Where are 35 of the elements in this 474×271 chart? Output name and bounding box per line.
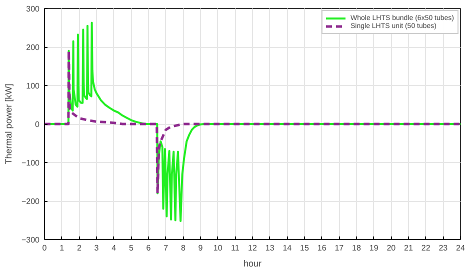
y-tick-label: −100 <box>21 158 40 168</box>
y-axis-title: Thermal power [kW] <box>3 84 14 164</box>
y-tick-label: −300 <box>21 236 40 244</box>
x-tick-label: 22 <box>421 244 431 252</box>
x-axis-title: hour <box>243 258 262 268</box>
x-tick-label: 13 <box>265 244 275 252</box>
y-tick-label: −200 <box>21 197 40 206</box>
x-tick-label: 15 <box>300 244 310 252</box>
x-tick-label: 0 <box>42 244 48 252</box>
x-tick-label: 18 <box>352 244 362 252</box>
x-tick-label: 2 <box>76 244 82 252</box>
x-tick-label: 4 <box>112 244 117 252</box>
x-tick-label: 19 <box>369 244 379 252</box>
y-tick-label: 0 <box>35 120 40 129</box>
line-series <box>44 50 460 195</box>
x-tick-label: 9 <box>198 244 204 252</box>
x-tick-label: 20 <box>386 244 396 252</box>
y-tick-label: 300 <box>26 4 40 14</box>
x-tick-label: 8 <box>180 244 186 252</box>
x-tick-label: 7 <box>164 244 169 252</box>
x-tick-label: 14 <box>282 244 292 252</box>
x-tick-label: 5 <box>128 244 134 252</box>
x-tick-label: 6 <box>146 244 152 252</box>
x-tick-label: 23 <box>438 244 448 252</box>
y-tick-label: 100 <box>26 82 40 90</box>
x-tick-label: 16 <box>317 244 327 252</box>
x-tick-label: 17 <box>334 244 344 252</box>
x-tick-label: 21 <box>404 244 414 252</box>
x-tick-label: 12 <box>248 244 258 252</box>
x-tick-label: 11 <box>231 244 240 252</box>
x-tick-label: 10 <box>213 244 223 252</box>
x-tick-label: 24 <box>456 244 466 252</box>
x-tick-label: 1 <box>60 244 65 252</box>
x-tick-label: 3 <box>94 244 100 252</box>
y-tick-label: 200 <box>26 43 40 52</box>
